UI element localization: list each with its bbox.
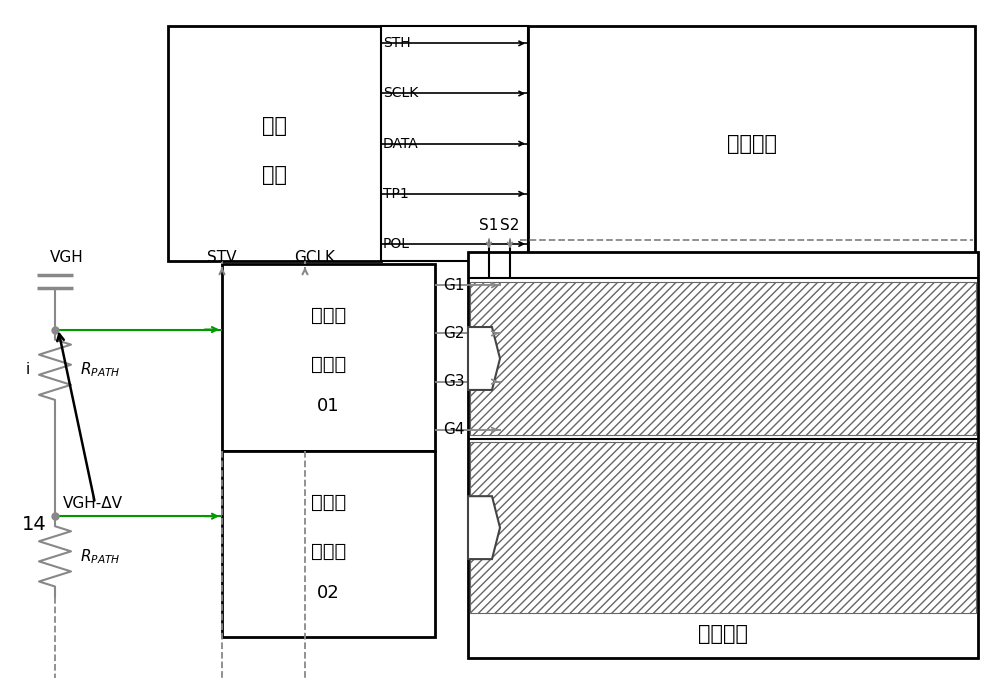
Polygon shape (468, 496, 500, 559)
Bar (222, 451, 435, 637)
Bar (470, 282, 976, 435)
Text: GCLK: GCLK (294, 250, 336, 265)
Bar (168, 26, 381, 261)
Text: 02: 02 (317, 584, 340, 602)
Text: STV: STV (207, 250, 237, 265)
Text: G1: G1 (444, 278, 465, 293)
Text: i: i (26, 362, 30, 377)
Text: POL: POL (383, 237, 410, 251)
Text: 14: 14 (22, 514, 47, 534)
Text: 第一栅: 第一栅 (311, 306, 346, 325)
Bar (468, 252, 978, 658)
Text: $R_{PATH}$: $R_{PATH}$ (80, 547, 121, 565)
Text: 液晶面板: 液晶面板 (698, 624, 748, 644)
Text: $R_{PATH}$: $R_{PATH}$ (80, 361, 121, 379)
Text: 极驱动: 极驱动 (311, 542, 346, 561)
Text: VGH-ΔV: VGH-ΔV (63, 496, 123, 511)
Text: S1: S1 (479, 218, 499, 233)
Text: G2: G2 (444, 326, 465, 341)
Bar (222, 264, 435, 451)
Bar (528, 26, 975, 261)
Text: 时序: 时序 (262, 116, 287, 136)
Text: 01: 01 (317, 398, 340, 415)
Polygon shape (468, 327, 500, 390)
Bar (470, 442, 976, 613)
Text: 源极驱动: 源极驱动 (726, 134, 776, 154)
Text: 第二栅: 第二栅 (311, 493, 346, 512)
Text: S2: S2 (500, 218, 520, 233)
Text: TP1: TP1 (383, 187, 409, 201)
Bar (381, 26, 528, 261)
Text: 极驱动: 极驱动 (311, 355, 346, 374)
Text: VGH: VGH (50, 250, 84, 265)
Text: SCLK: SCLK (383, 87, 418, 101)
Text: 控制: 控制 (262, 165, 287, 185)
Text: G3: G3 (443, 374, 465, 389)
Text: DATA: DATA (383, 136, 419, 151)
Text: STH: STH (383, 36, 411, 50)
Text: G4: G4 (444, 422, 465, 438)
